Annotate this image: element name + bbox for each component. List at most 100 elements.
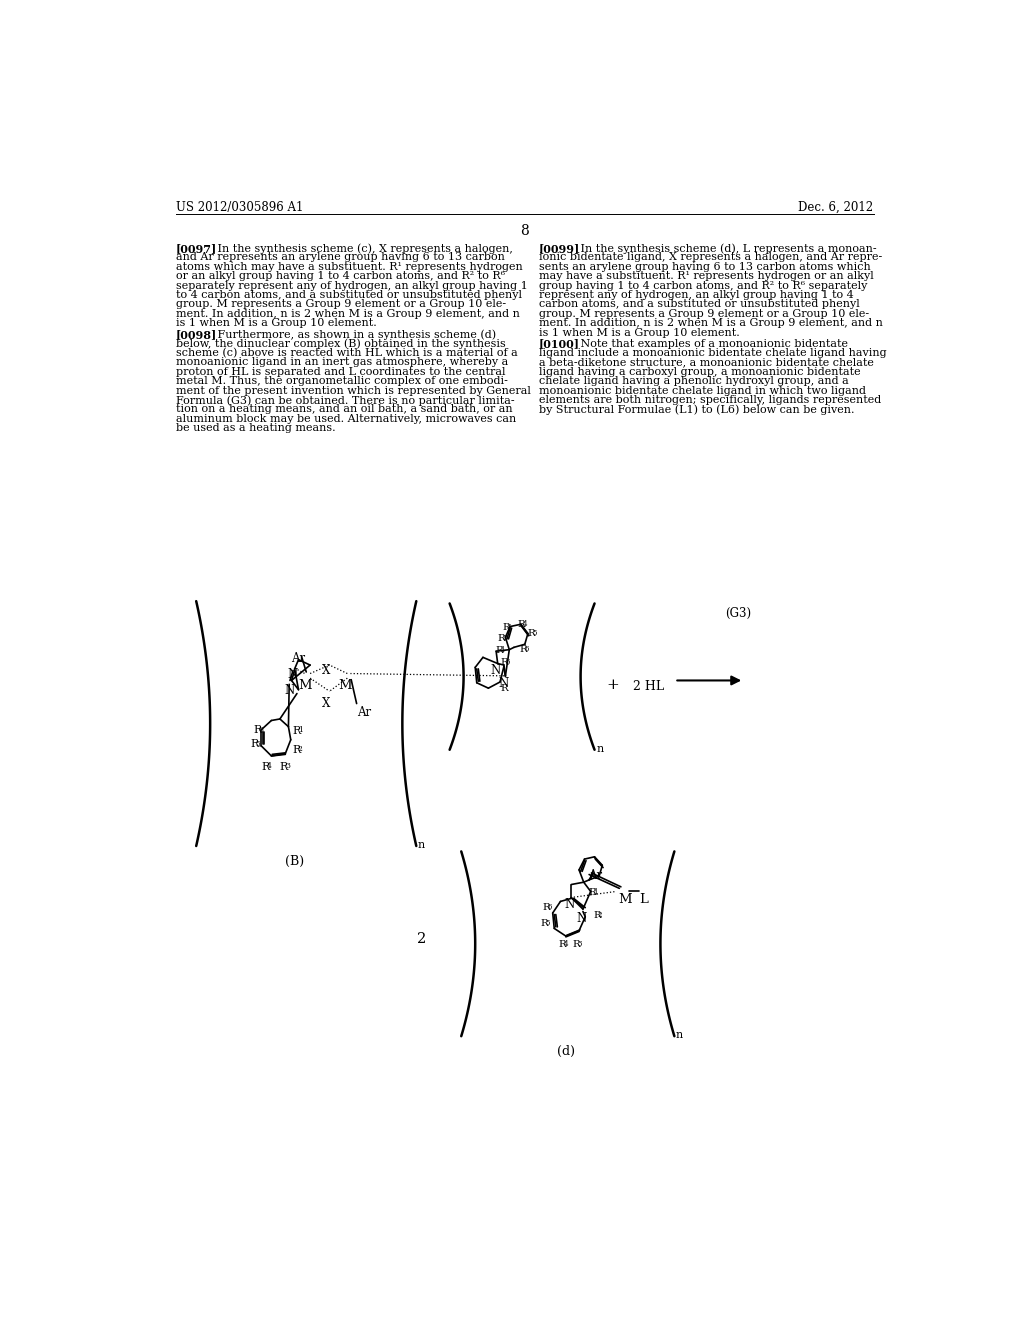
Text: N: N — [575, 912, 586, 925]
Text: 3: 3 — [578, 940, 582, 948]
Text: may have a substituent. R¹ represents hydrogen or an alkyl: may have a substituent. R¹ represents hy… — [539, 272, 873, 281]
Text: R: R — [503, 623, 510, 632]
Text: L: L — [640, 892, 648, 906]
Text: R: R — [292, 744, 301, 755]
Text: is 1 when M is a Group 10 element.: is 1 when M is a Group 10 element. — [176, 318, 377, 329]
Text: 8: 8 — [520, 224, 529, 238]
Text: R: R — [501, 659, 509, 667]
Text: +: + — [606, 678, 618, 692]
Text: Note that examples of a monoanionic bidentate: Note that examples of a monoanionic bide… — [569, 339, 848, 348]
Text: carbon atoms, and a substituted or unsubstituted phenyl: carbon atoms, and a substituted or unsub… — [539, 300, 859, 309]
Text: R: R — [496, 645, 503, 655]
Text: n: n — [676, 1030, 683, 1040]
Text: metal M. Thus, the organometallic complex of one embodi-: metal M. Thus, the organometallic comple… — [176, 376, 508, 387]
Text: R: R — [541, 919, 548, 928]
Text: [0100]: [0100] — [539, 339, 580, 350]
Text: n: n — [596, 743, 603, 754]
Text: group. M represents a Group 9 element or a Group 10 ele-: group. M represents a Group 9 element or… — [176, 300, 506, 309]
Text: R: R — [589, 888, 596, 898]
Text: Ar: Ar — [356, 706, 371, 719]
Text: 4: 4 — [522, 620, 527, 628]
Text: sents an arylene group having 6 to 13 carbon atoms which: sents an arylene group having 6 to 13 ca… — [539, 261, 870, 272]
Text: 6: 6 — [547, 903, 552, 911]
Text: R: R — [251, 739, 259, 748]
Text: 1: 1 — [593, 888, 597, 896]
Text: R: R — [593, 911, 601, 920]
Text: ment of the present invention which is represented by General: ment of the present invention which is r… — [176, 385, 530, 396]
Text: 1: 1 — [500, 645, 505, 653]
Text: 4: 4 — [563, 940, 568, 948]
Text: 3: 3 — [507, 623, 511, 631]
Text: R: R — [280, 762, 288, 772]
Text: 5: 5 — [532, 628, 537, 636]
Text: 2: 2 — [298, 744, 303, 754]
Text: N: N — [285, 684, 295, 697]
Text: In the synthesis scheme (d), L represents a monoan-: In the synthesis scheme (d), L represent… — [569, 243, 877, 253]
Text: be used as a heating means.: be used as a heating means. — [176, 424, 336, 433]
Text: N: N — [288, 668, 298, 681]
Text: represent any of hydrogen, an alkyl group having 1 to 4: represent any of hydrogen, an alkyl grou… — [539, 290, 853, 300]
Text: X: X — [322, 664, 330, 677]
Text: or an alkyl group having 1 to 4 carbon atoms, and R² to R⁶: or an alkyl group having 1 to 4 carbon a… — [176, 272, 505, 281]
Text: 4: 4 — [266, 762, 271, 770]
Text: Ar: Ar — [291, 652, 305, 665]
Text: 6: 6 — [506, 659, 510, 667]
Text: R: R — [500, 684, 508, 693]
Text: M: M — [338, 678, 352, 692]
Text: 5: 5 — [545, 919, 550, 927]
Text: X: X — [322, 697, 330, 710]
Text: R: R — [519, 645, 527, 653]
Text: 2: 2 — [503, 635, 507, 643]
Text: N: N — [499, 677, 509, 690]
Text: Furthermore, as shown in a synthesis scheme (d): Furthermore, as shown in a synthesis sch… — [207, 329, 497, 339]
Text: ligand having a carboxyl group, a monoanionic bidentate: ligand having a carboxyl group, a monoan… — [539, 367, 860, 376]
Text: R: R — [292, 726, 301, 735]
Text: separately represent any of hydrogen, an alkyl group having 1: separately represent any of hydrogen, an… — [176, 281, 527, 290]
Text: R: R — [528, 628, 536, 638]
Text: a beta-diketone structure, a monoanionic bidentate chelate: a beta-diketone structure, a monoanionic… — [539, 358, 873, 367]
Text: proton of HL is separated and L coordinates to the central: proton of HL is separated and L coordina… — [176, 367, 506, 376]
Text: [0098]: [0098] — [176, 329, 217, 341]
Text: (B): (B) — [285, 855, 304, 869]
Text: Formula (G3) can be obtained. There is no particular limita-: Formula (G3) can be obtained. There is n… — [176, 395, 515, 405]
Text: 6: 6 — [259, 726, 264, 734]
Text: N: N — [564, 899, 574, 911]
Text: 1: 1 — [298, 726, 303, 734]
Text: n: n — [418, 840, 425, 850]
Text: Dec. 6, 2012: Dec. 6, 2012 — [799, 201, 873, 214]
Text: [0097]: [0097] — [176, 243, 217, 255]
Text: tion on a heating means, and an oil bath, a sand bath, or an: tion on a heating means, and an oil bath… — [176, 404, 513, 414]
Text: (d): (d) — [557, 1045, 574, 1059]
Text: R: R — [543, 903, 550, 912]
Text: group having 1 to 4 carbon atoms, and R² to R⁶ separately: group having 1 to 4 carbon atoms, and R²… — [539, 281, 867, 290]
Text: monoanionic ligand in an inert gas atmosphere, whereby a: monoanionic ligand in an inert gas atmos… — [176, 358, 508, 367]
Text: Ar: Ar — [588, 869, 602, 882]
Text: below, the dinuclear complex (B) obtained in the synthesis: below, the dinuclear complex (B) obtaine… — [176, 339, 506, 350]
Text: R: R — [498, 635, 506, 643]
Text: aluminum block may be used. Alternatively, microwaves can: aluminum block may be used. Alternativel… — [176, 413, 516, 424]
Text: 2 HL: 2 HL — [633, 681, 665, 693]
Text: chelate ligand having a phenolic hydroxyl group, and a: chelate ligand having a phenolic hydroxy… — [539, 376, 849, 387]
Text: R: R — [572, 940, 581, 949]
Text: 5: 5 — [256, 739, 261, 747]
Text: US 2012/0305896 A1: US 2012/0305896 A1 — [176, 201, 303, 214]
Text: group. M represents a Group 9 element or a Group 10 ele-: group. M represents a Group 9 element or… — [539, 309, 869, 319]
Text: and Ar represents an arylene group having 6 to 13 carbon: and Ar represents an arylene group havin… — [176, 252, 505, 263]
Text: 2: 2 — [417, 932, 426, 946]
Text: ligand include a monoanionic bidentate chelate ligand having: ligand include a monoanionic bidentate c… — [539, 348, 887, 358]
Text: R: R — [254, 725, 262, 735]
Text: scheme (c) above is reacted with HL which is a material of a: scheme (c) above is reacted with HL whic… — [176, 348, 518, 358]
Text: R: R — [518, 620, 525, 630]
Text: 2: 2 — [598, 911, 602, 919]
Text: by Structural Formulae (L1) to (L6) below can be given.: by Structural Formulae (L1) to (L6) belo… — [539, 404, 854, 414]
Text: [0099]: [0099] — [539, 243, 580, 255]
Text: elements are both nitrogen; specifically, ligands represented: elements are both nitrogen; specifically… — [539, 395, 881, 405]
Text: N: N — [490, 664, 501, 677]
Text: (G3): (G3) — [725, 607, 751, 620]
Text: ionic bidentate ligand, X represents a halogen, and Ar repre-: ionic bidentate ligand, X represents a h… — [539, 252, 882, 263]
Text: to 4 carbon atoms, and a substituted or unsubstituted phenyl: to 4 carbon atoms, and a substituted or … — [176, 290, 522, 300]
Text: 3: 3 — [286, 762, 291, 770]
Text: M: M — [617, 892, 632, 906]
Text: 6: 6 — [524, 645, 528, 653]
Text: is 1 when M is a Group 10 element.: is 1 when M is a Group 10 element. — [539, 327, 739, 338]
